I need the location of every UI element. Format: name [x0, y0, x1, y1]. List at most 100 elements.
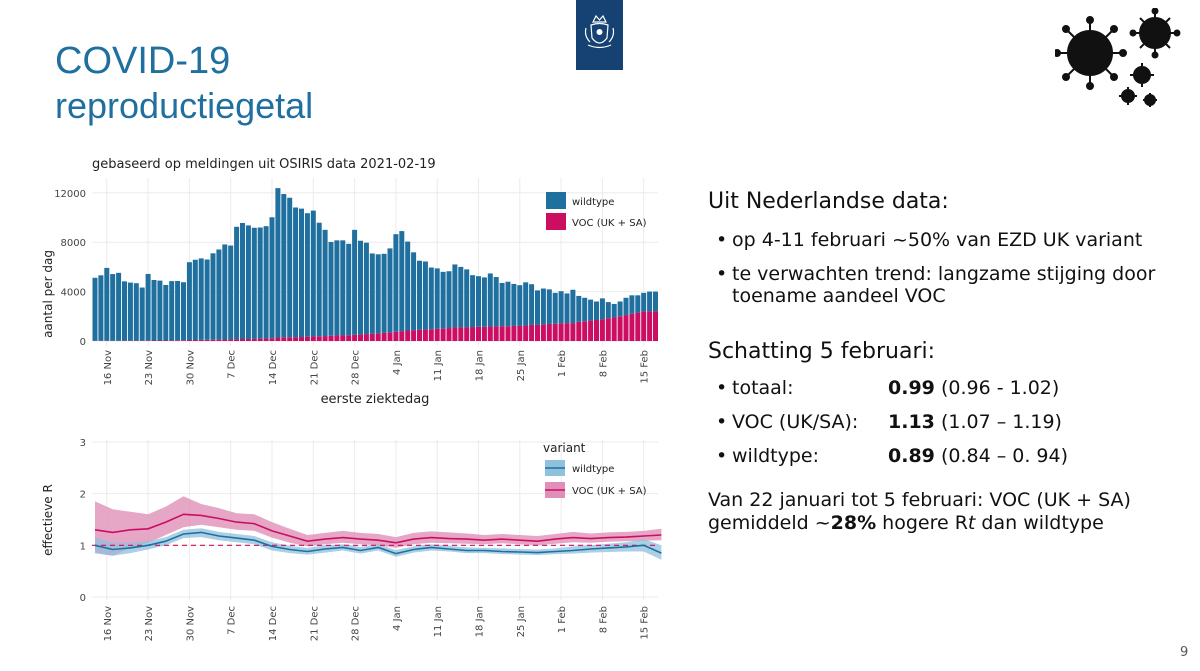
bar-voc	[263, 338, 269, 341]
bar-voc	[476, 326, 481, 341]
estimate-value-voc: 1.13 (1.07 – 1.19)	[888, 411, 1062, 433]
x-tick-label: 21 Dec	[309, 350, 320, 385]
bar-wildtype	[334, 240, 340, 336]
x-tick-label: 7 Dec	[227, 350, 238, 379]
bar-voc	[535, 324, 540, 341]
bar-wildtype	[358, 240, 363, 335]
bar-voc	[470, 327, 476, 341]
bar-voc	[210, 339, 216, 341]
bar-wildtype	[222, 244, 228, 340]
y-axis-label: effectieve R	[41, 484, 55, 556]
bar-voc	[352, 334, 358, 341]
bar-wildtype	[617, 301, 623, 317]
bar-wildtype	[605, 302, 611, 319]
bullet-continuation: toename aandeel VOC	[732, 285, 946, 307]
bar-voc	[216, 339, 222, 341]
bar-voc	[493, 326, 499, 341]
coronavirus-icon	[1055, 8, 1181, 107]
bar-voc	[169, 340, 175, 341]
chart-title: gebaseerd op meldingen uit OSIRIS data 2…	[92, 157, 436, 172]
bar-voc	[464, 327, 470, 341]
x-tick-label: 11 Jan	[433, 350, 444, 381]
y-tick-label: 8000	[61, 238, 86, 249]
bar-voc	[245, 339, 251, 341]
bar-voc	[452, 327, 458, 341]
estimate-row-total: • totaal:	[716, 377, 794, 399]
bar-wildtype	[127, 282, 133, 341]
bar-voc	[552, 323, 558, 341]
bar-voc	[623, 315, 629, 341]
legend-label-voc: VOC (UK + SA)	[572, 486, 647, 497]
y-tick-label: 1	[80, 541, 86, 552]
bar-voc	[240, 339, 245, 341]
bar-wildtype	[363, 242, 369, 335]
bar-voc	[594, 320, 599, 341]
bar-voc	[269, 338, 275, 341]
bar-voc	[381, 332, 387, 341]
bar-voc	[234, 339, 240, 341]
bar-voc	[393, 331, 399, 341]
bar-voc	[310, 336, 316, 341]
bar-voc	[204, 339, 210, 341]
bar-voc	[316, 336, 322, 341]
bar-wildtype	[446, 271, 452, 329]
bar-voc	[499, 326, 505, 341]
x-tick-label: 25 Jan	[516, 606, 527, 637]
series-line-voc	[94, 513, 662, 544]
bar-wildtype	[110, 274, 116, 341]
bar-voc	[647, 311, 653, 341]
bullet-item: • op 4-11 februari ~50% van EZD UK varian…	[716, 229, 1143, 251]
bar-wildtype	[192, 259, 198, 341]
bar-voc	[629, 313, 635, 341]
bar-voc	[358, 334, 363, 341]
bar-wildtype	[116, 272, 122, 341]
bar-wildtype	[464, 269, 470, 328]
bar-voc	[405, 330, 411, 341]
bar-wildtype	[346, 243, 352, 336]
bar-wildtype	[369, 253, 375, 334]
x-tick-label: 30 Nov	[185, 350, 196, 386]
section-heading-estimate: Schatting 5 februari:	[708, 339, 936, 364]
bar-wildtype	[104, 267, 110, 341]
bar-wildtype	[139, 287, 145, 341]
x-tick-label: 14 Dec	[268, 350, 279, 385]
x-tick-label: 14 Dec	[268, 606, 279, 641]
bar-wildtype	[540, 288, 546, 325]
bar-wildtype	[546, 289, 552, 324]
bar-voc	[653, 311, 658, 341]
page-subtitle: reproductiegetal	[55, 85, 314, 126]
bar-wildtype	[275, 188, 281, 338]
y-tick-label: 4000	[61, 288, 86, 299]
bar-wildtype	[175, 280, 181, 341]
x-tick-label: 28 Dec	[351, 606, 362, 641]
bar-wildtype	[440, 271, 446, 329]
bar-voc	[617, 316, 623, 341]
bar-wildtype	[263, 226, 269, 339]
bar-wildtype	[594, 301, 599, 321]
bar-voc	[428, 329, 434, 341]
bar-wildtype	[564, 293, 570, 324]
legend-swatch-wildtype	[546, 192, 566, 209]
bar-wildtype	[316, 222, 322, 337]
legend-label-wildtype: wildtype	[572, 464, 614, 475]
chart-effective-r: 0 1 2 3 16 Nov 23 Nov 30 Nov 7 Dec 14 Dec 21 Dec…	[41, 438, 662, 641]
bar-voc	[641, 311, 647, 341]
x-tick-label: 8 Feb	[598, 606, 609, 633]
estimate-value-total: 0.99 (0.96 - 1.02)	[888, 377, 1060, 399]
royal-coat-of-arms-logo	[576, 0, 623, 70]
bar-wildtype	[576, 295, 582, 322]
bar-wildtype	[487, 273, 493, 327]
bar-wildtype	[481, 277, 487, 327]
bar-wildtype	[328, 241, 334, 336]
x-tick-label: 18 Jan	[475, 350, 486, 381]
bar-voc	[611, 317, 617, 341]
bar-voc	[529, 324, 535, 341]
bar-voc	[293, 337, 299, 341]
bar-wildtype	[558, 291, 564, 324]
bar-wildtype	[269, 217, 275, 339]
bar-wildtype	[245, 225, 251, 340]
bar-wildtype	[181, 282, 186, 341]
bar-wildtype	[169, 281, 175, 341]
bar-wildtype	[340, 240, 346, 336]
bar-voc	[375, 333, 381, 341]
